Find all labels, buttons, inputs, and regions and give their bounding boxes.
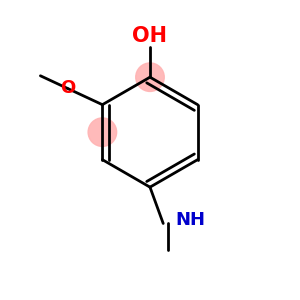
Circle shape bbox=[136, 63, 164, 92]
Text: OH: OH bbox=[133, 26, 167, 46]
Text: O: O bbox=[60, 79, 75, 97]
Text: NH: NH bbox=[175, 212, 205, 230]
Circle shape bbox=[88, 118, 117, 146]
